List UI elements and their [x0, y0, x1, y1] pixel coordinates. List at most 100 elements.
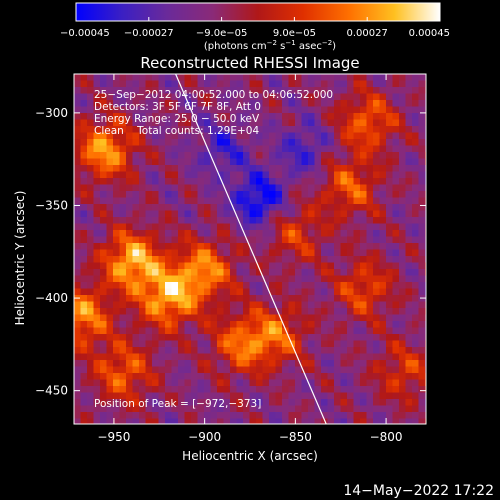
heatmap-cell — [256, 314, 263, 322]
heatmap-cell — [145, 392, 153, 400]
heatmap-cell — [80, 106, 88, 114]
heatmap-cell — [100, 360, 107, 367]
heatmap-cell — [366, 301, 374, 309]
heatmap-cell — [288, 145, 296, 153]
heatmap-cell — [93, 87, 101, 94]
heatmap-cell — [399, 334, 406, 341]
heatmap-cell — [282, 223, 289, 231]
heatmap-cell — [171, 106, 179, 114]
heatmap-cell — [230, 126, 237, 133]
heatmap-cell — [145, 204, 153, 211]
heatmap-cell — [321, 87, 328, 94]
heatmap-cell — [74, 132, 81, 140]
heatmap-cell — [360, 178, 367, 185]
heatmap-cell — [386, 223, 393, 231]
heatmap-cell — [217, 321, 224, 328]
heatmap-cell — [80, 152, 88, 159]
heatmap-cell — [158, 145, 166, 153]
heatmap-cell — [87, 217, 94, 224]
heatmap-cell — [230, 275, 237, 283]
heatmap-cell — [256, 178, 263, 185]
heatmap-cell — [74, 249, 81, 257]
heatmap-cell — [275, 113, 283, 120]
heatmap-cell — [119, 327, 127, 335]
heatmap-cell — [353, 256, 361, 263]
heatmap-cell — [256, 106, 263, 114]
heatmap-cell — [230, 366, 237, 374]
heatmap-cell — [87, 308, 94, 315]
heatmap-cell — [249, 327, 257, 335]
heatmap-cell — [106, 399, 114, 406]
heatmap-cell — [399, 327, 406, 335]
heatmap-cell — [295, 288, 302, 296]
heatmap-cell — [87, 379, 94, 387]
heatmap-cell — [392, 340, 400, 348]
heatmap-cell — [210, 347, 218, 354]
heatmap-cell — [145, 158, 153, 166]
heatmap-cell — [126, 165, 133, 172]
heatmap-cell — [412, 347, 419, 354]
heatmap-cell — [275, 158, 283, 166]
heatmap-cell — [184, 282, 192, 289]
heatmap-cell — [139, 165, 146, 172]
heatmap-cell — [100, 366, 107, 374]
heatmap-cell — [412, 119, 419, 127]
heatmap-cell — [171, 392, 179, 400]
heatmap-cell — [386, 113, 393, 120]
heatmap-cell — [165, 217, 172, 224]
heatmap-cell — [139, 366, 146, 374]
heatmap-cell — [249, 269, 257, 276]
heatmap-cell — [282, 204, 289, 211]
heatmap-cell — [405, 126, 413, 133]
heatmap-cell — [223, 74, 231, 81]
heatmap-cell — [191, 249, 198, 257]
heatmap-cell — [321, 184, 328, 192]
heatmap-cell — [334, 340, 341, 348]
heatmap-cell — [204, 379, 211, 387]
heatmap-cell — [171, 132, 179, 140]
heatmap-cell — [119, 197, 127, 205]
heatmap-cell — [191, 262, 198, 270]
heatmap-cell — [80, 223, 88, 231]
heatmap-cell — [301, 106, 309, 114]
heatmap-cell — [204, 340, 211, 348]
heatmap-cell — [132, 204, 140, 211]
heatmap-cell — [93, 295, 101, 302]
heatmap-cell — [243, 178, 250, 185]
heatmap-cell — [139, 399, 146, 406]
heatmap-cell — [191, 132, 198, 140]
heatmap-cell — [184, 152, 192, 159]
heatmap-cell — [165, 171, 172, 179]
heatmap-cell — [321, 327, 328, 335]
heatmap-cell — [132, 113, 140, 120]
heatmap-cell — [139, 87, 146, 94]
heatmap-cell — [152, 360, 159, 367]
heatmap-cell — [178, 314, 185, 322]
heatmap-cell — [301, 392, 309, 400]
heatmap-cell — [249, 386, 257, 393]
heatmap-cell — [360, 158, 367, 166]
heatmap-cell — [139, 334, 146, 341]
heatmap-cell — [126, 74, 133, 81]
heatmap-cell — [145, 308, 153, 315]
heatmap-cell — [288, 418, 296, 424]
heatmap-cell — [386, 249, 393, 257]
heatmap-cell — [197, 321, 205, 328]
heatmap-cell — [392, 327, 400, 335]
heatmap-cell — [93, 334, 101, 341]
heatmap-cell — [171, 243, 179, 250]
heatmap-cell — [360, 295, 367, 302]
heatmap-cell — [230, 379, 237, 387]
heatmap-cell — [152, 93, 159, 101]
heatmap-cell — [386, 100, 393, 107]
heatmap-cell — [269, 314, 276, 322]
heatmap-cell — [321, 340, 328, 348]
heatmap-cell — [139, 353, 146, 361]
heatmap-cell — [158, 100, 166, 107]
heatmap-cell — [204, 80, 211, 88]
heatmap-cell — [340, 113, 348, 120]
heatmap-cell — [405, 139, 413, 146]
heatmap-cell — [184, 340, 192, 348]
heatmap-cell — [119, 204, 127, 211]
heatmap-cell — [386, 301, 393, 309]
